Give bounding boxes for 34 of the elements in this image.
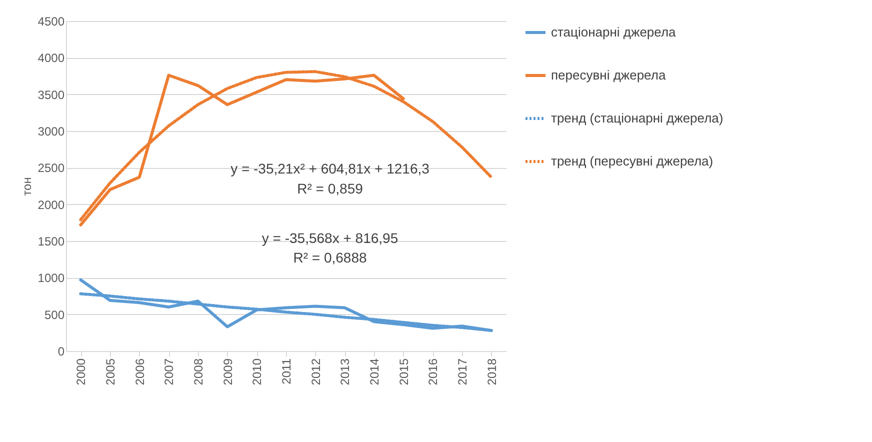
annotation: R² = 0,859 — [297, 180, 364, 196]
legend-label: пересувні джерела — [551, 68, 666, 82]
x-tick-label: 2016 — [426, 358, 440, 386]
y-tick-label: 1000 — [38, 271, 65, 286]
legend-label: тренд (стаціонарні джерела) — [551, 110, 724, 126]
x-tick-label: 2014 — [368, 358, 382, 386]
x-tick-label: 2013 — [338, 358, 352, 386]
legend-label: тренд (пересувні джерела) — [551, 154, 714, 168]
y-tick-label: 2000 — [38, 198, 65, 212]
annotation: y = -35,568x + 816,95 — [262, 230, 398, 246]
legend-label: стаціонарні джерела — [551, 24, 677, 40]
x-tick-label: 2010 — [250, 358, 264, 386]
x-tick-label: 2018 — [484, 358, 499, 386]
y-tick-label: 3000 — [38, 124, 65, 138]
annotation: y = -35,21x² + 604,81x + 1216,3 — [230, 160, 430, 176]
x-tick-label: 2015 — [396, 358, 411, 386]
x-tick-label: 2007 — [162, 358, 176, 386]
x-tick-label: 2008 — [192, 358, 206, 386]
x-tick-label: 2011 — [280, 358, 294, 384]
x-tick-label: 2000 — [74, 358, 88, 386]
y-tick-label: 500 — [44, 308, 65, 322]
y-tick-label: 2500 — [38, 161, 65, 176]
x-tick-label: 2017 — [456, 358, 470, 386]
y-tick-label: 0 — [58, 344, 65, 358]
y-axis-title: тон — [20, 177, 34, 196]
x-tick-label: 2012 — [308, 358, 323, 386]
x-tick-label: 2005 — [104, 358, 118, 386]
y-tick-label: 4500 — [38, 14, 65, 28]
y-tick-label: 1500 — [38, 234, 65, 248]
annotation: R² = 0,6888 — [293, 250, 367, 266]
x-tick-label: 2009 — [220, 358, 235, 386]
x-tick-label: 2006 — [132, 358, 147, 386]
y-tick-label: 3500 — [38, 88, 65, 102]
y-tick-label: 4000 — [38, 51, 65, 66]
